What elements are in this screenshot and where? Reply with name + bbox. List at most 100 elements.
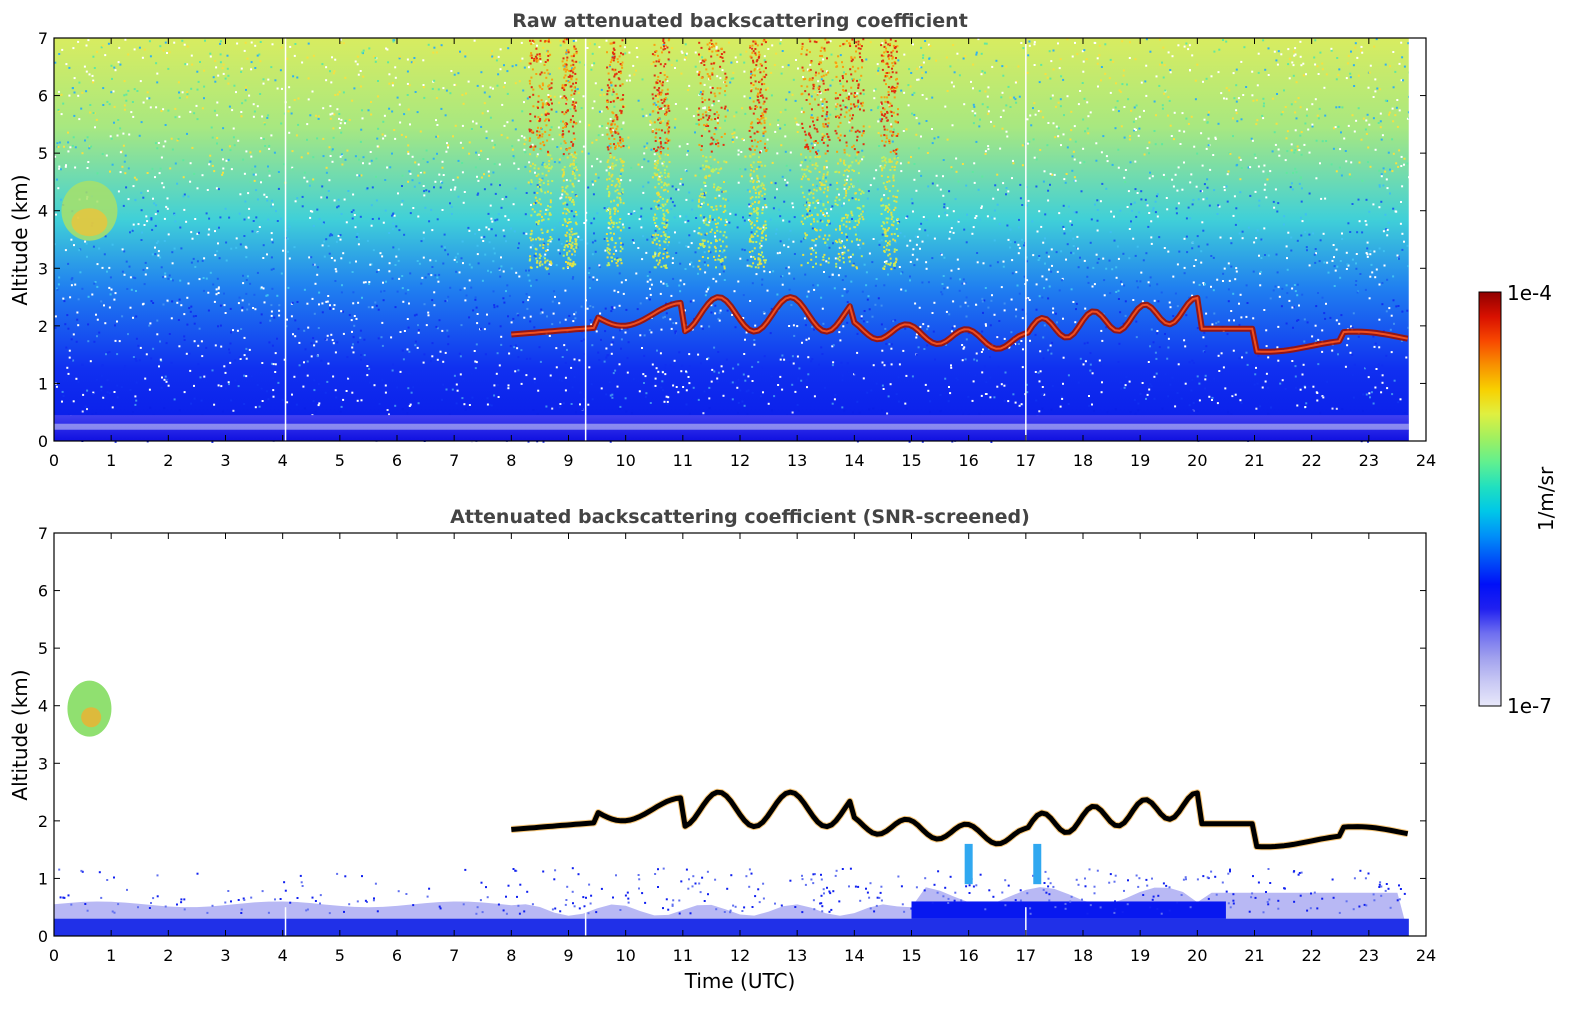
screened-x-tick-label: 11 [673,946,693,965]
screened-x-tick-label: 9 [563,946,573,965]
screened-x-tick-label: 19 [1130,946,1150,965]
raw-x-tick-label: 2 [163,451,173,470]
raw-x-tick-label: 19 [1130,451,1150,470]
screened-y-axis-label: Altitude (km) [8,669,32,800]
panel-raw: Raw attenuated backscattering coefficien… [8,10,1436,470]
raw-x-tick-label: 14 [844,451,864,470]
screened-precip-streak [964,843,973,885]
raw-x-tick-label: 7 [449,451,459,470]
screened-x-tick-label: 0 [49,946,59,965]
raw-x-tick-label: 24 [1416,451,1436,470]
screened-y-tick-label: 0 [38,927,48,946]
colorbar-unit-label: 1/m/sr [1534,466,1558,531]
x-axis-label: Time (UTC) [684,969,796,993]
screened-low-echoes [58,867,1406,915]
screened-x-tick-label: 17 [1016,946,1036,965]
raw-y-tick-label: 3 [38,259,48,278]
screened-x-tick-label: 21 [1244,946,1264,965]
raw-x-axis: 0 1 2 3 4 5 6 7 8 9 10 11 12 13 14 15 16 17 18 19 20 21 22 23 24 [49,38,1436,470]
screened-y-tick-label: 7 [38,524,48,543]
screened-x-tick-label: 24 [1416,946,1436,965]
raw-x-tick-label: 21 [1244,451,1264,470]
screened-x-tick-label: 8 [506,946,516,965]
raw-x-tick-label: 6 [392,451,402,470]
screened-y-tick-label: 5 [38,639,48,658]
raw-y-tick-label: 0 [38,432,48,451]
raw-x-tick-label: 0 [49,451,59,470]
raw-y-tick-label: 5 [38,144,48,163]
raw-no-data-region [1408,38,1426,441]
raw-background-field [54,38,1409,441]
raw-x-tick-label: 11 [673,451,693,470]
raw-y-tick-label: 7 [38,29,48,48]
panel-screened-title: Attenuated backscattering coefficient (S… [450,506,1030,528]
raw-x-tick-label: 15 [901,451,921,470]
screened-y-tick-label: 6 [38,582,48,601]
screened-x-tick-label: 4 [278,946,288,965]
colorbar: 1e-4 1e-7 1/m/sr [1478,281,1558,718]
screened-backscatter-image [54,680,1409,936]
raw-x-tick-label: 13 [787,451,807,470]
screened-plot-area [53,532,1427,937]
screened-x-tick-label: 16 [958,946,978,965]
raw-surface-band [54,423,1409,430]
colorbar-max-label: 1e-4 [1507,281,1552,305]
raw-y-tick-label: 6 [38,87,48,106]
raw-backscatter-image [54,38,1426,443]
screened-x-tick-label: 23 [1359,946,1379,965]
raw-x-tick-label: 17 [1016,451,1036,470]
raw-x-tick-label: 10 [615,451,635,470]
screened-surface-layer-thick [911,901,1226,919]
screened-x-tick-label: 7 [449,946,459,965]
screened-plot-background [54,533,1426,936]
screened-y-axis: 0 1 2 3 4 5 6 7 [38,524,1426,946]
screened-x-tick-label: 2 [163,946,173,965]
colorbar-gradient [1478,291,1502,707]
raw-x-tick-label: 5 [335,451,345,470]
screened-x-tick-label: 3 [220,946,230,965]
screened-x-tick-label: 13 [787,946,807,965]
screened-x-tick-label: 15 [901,946,921,965]
screened-y-tick-label: 2 [38,812,48,831]
screened-cloud-layer [511,789,1409,850]
panel-screened: Attenuated backscattering coefficient (S… [8,506,1436,993]
raw-x-tick-label: 12 [730,451,750,470]
raw-cloud-layer-edge [511,296,1408,353]
raw-y-tick-label: 1 [38,374,48,393]
raw-plot-area [53,37,1427,443]
screened-x-tick-label: 12 [730,946,750,965]
screened-y-tick-label: 4 [38,697,48,716]
screened-x-tick-label: 1 [106,946,116,965]
screened-midlevel-cloud-core [81,707,102,728]
raw-midlevel-cloud-core [71,208,108,237]
screened-surface-layer [54,918,1409,936]
screened-x-tick-label: 22 [1301,946,1321,965]
screened-precip-streak [1033,843,1042,885]
screened-y-tick-label: 3 [38,754,48,773]
screened-x-tick-label: 10 [615,946,635,965]
panel-raw-title: Raw attenuated backscattering coefficien… [512,10,968,32]
raw-x-tick-label: 18 [1073,451,1093,470]
screened-x-axis: 0 1 2 3 4 5 6 7 8 9 10 11 12 13 14 15 16 17 18 19 20 21 22 23 24 [49,533,1436,965]
screened-x-tick-label: 20 [1187,946,1207,965]
raw-x-tick-label: 8 [506,451,516,470]
raw-y-tick-label: 2 [38,317,48,336]
screened-x-tick-label: 6 [392,946,402,965]
raw-y-tick-label: 4 [38,202,48,221]
raw-x-tick-label: 20 [1187,451,1207,470]
screened-x-tick-label: 14 [844,946,864,965]
raw-x-tick-label: 1 [106,451,116,470]
screened-x-tick-label: 5 [335,946,345,965]
screened-x-tick-label: 18 [1073,946,1093,965]
raw-x-tick-label: 3 [220,451,230,470]
raw-x-tick-label: 23 [1359,451,1379,470]
colorbar-min-label: 1e-7 [1507,694,1552,718]
raw-x-tick-label: 16 [958,451,978,470]
raw-y-axis: 0 1 2 3 4 5 6 7 [38,29,1426,451]
raw-y-axis-label: Altitude (km) [8,174,32,305]
screened-y-tick-label: 1 [38,869,48,888]
raw-x-tick-label: 22 [1301,451,1321,470]
raw-x-tick-label: 9 [563,451,573,470]
raw-upper-columns [528,38,900,271]
